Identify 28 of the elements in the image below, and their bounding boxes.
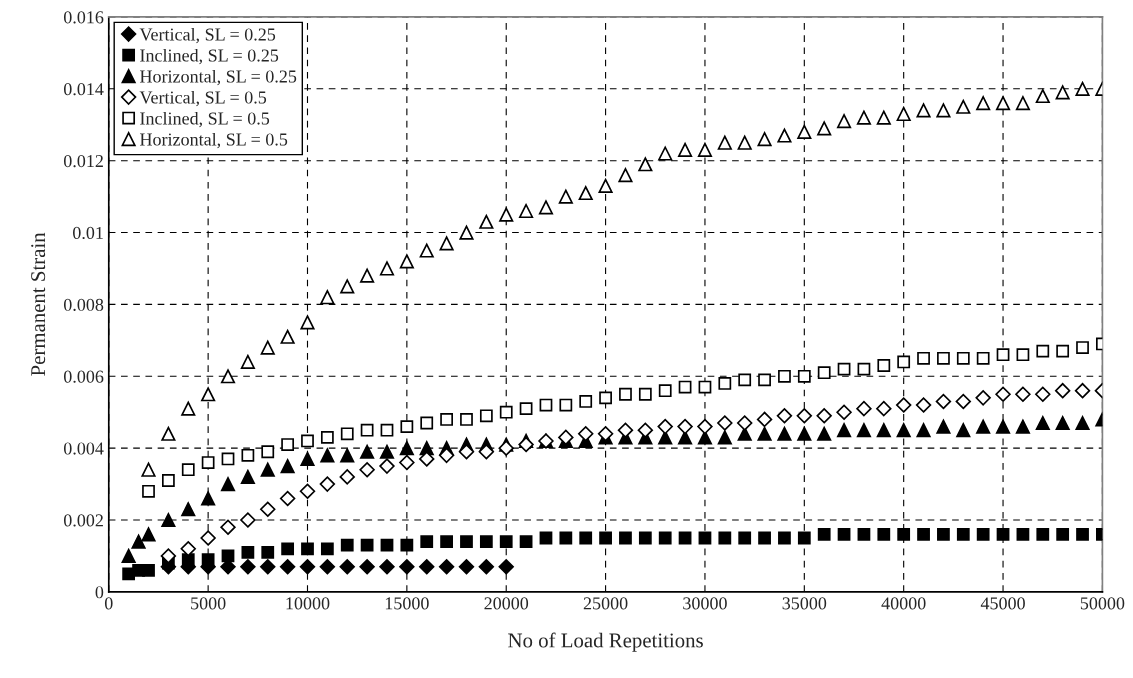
y-tick-label: 0.004 [63, 442, 104, 455]
legend-label: Vertical, SL = 0.25 [139, 27, 276, 44]
y-tick-label: 0.016 [63, 11, 104, 24]
y-tick-label: 0.002 [63, 514, 103, 527]
x-tick-label: 10000 [286, 597, 330, 610]
x-tick-label: 0 [104, 597, 113, 610]
x-tick-label: 30000 [683, 597, 727, 610]
x-tick-label: 45000 [980, 597, 1025, 610]
legend-label: Inclined, SL = 0.25 [140, 48, 279, 65]
x-tick-label: 20000 [484, 597, 529, 610]
x-tick-label: 25000 [583, 597, 628, 610]
y-tick-label: 0 [95, 586, 104, 599]
x-tick-label: 35000 [782, 597, 827, 610]
y-tick-label: 0.006 [63, 370, 104, 383]
legend-label: Vertical, SL = 0.5 [139, 90, 267, 107]
x-tick-label: 40000 [881, 597, 926, 610]
x-tick-label: 5000 [191, 597, 226, 610]
x-tick-label: 15000 [385, 597, 429, 610]
y-tick-label: 0.014 [63, 83, 104, 96]
x-axis-title: No of Load Repetitions [508, 632, 703, 652]
x-tick-label: 50000 [1080, 597, 1125, 610]
y-tick-label: 0.012 [63, 154, 103, 168]
y-axis-title: Permanent Strain [31, 232, 46, 376]
y-tick-label: 0.01 [73, 226, 103, 240]
legend-label: Horizontal, SL = 0.25 [139, 69, 297, 86]
legend-label: Horizontal, SL = 0.5 [139, 132, 288, 149]
legend-label: Inclined, SL = 0.5 [140, 111, 270, 128]
y-tick-label: 0.008 [63, 298, 104, 311]
